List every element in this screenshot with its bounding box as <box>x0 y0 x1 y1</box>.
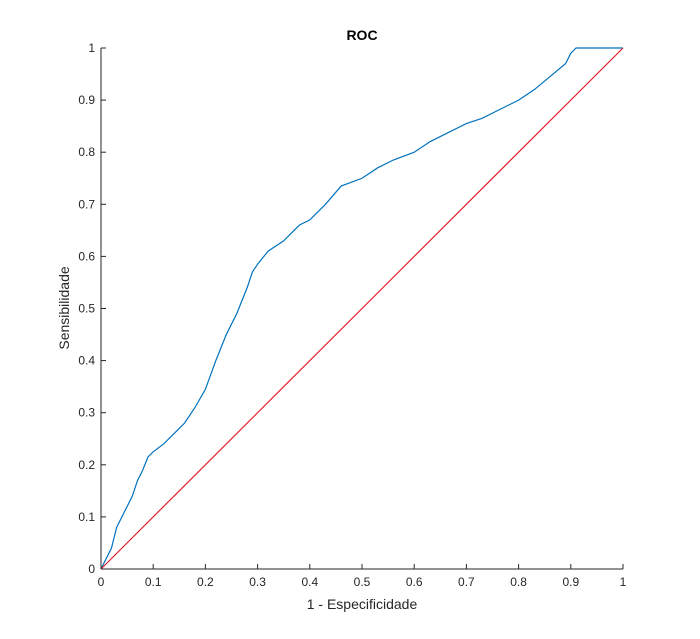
y-tick-label: 0.2 <box>78 458 95 472</box>
y-tick-label: 0.6 <box>78 249 95 263</box>
y-tick-label: 0.5 <box>78 302 95 316</box>
y-tick-label: 0 <box>88 562 95 576</box>
y-tick-label: 0.9 <box>78 93 95 107</box>
x-tick-label: 0.3 <box>249 575 266 589</box>
axes: 0 0.1 0.2 0.3 0.4 0.5 0.6 0.7 0.8 0.9 1 0 0.1 0.2 0.3 0… <box>78 41 626 589</box>
x-tick-label: 0 <box>98 575 105 589</box>
x-tick-label: 0.6 <box>406 575 423 589</box>
y-tick-label: 1 <box>88 41 95 55</box>
x-tick-label: 0.8 <box>510 575 527 589</box>
y-tick-label: 0.3 <box>78 406 95 420</box>
chart-marks <box>100 47 624 570</box>
chart-title: ROC <box>346 27 377 43</box>
y-tick-label: 0.1 <box>78 510 95 524</box>
x-tick-label: 0.7 <box>458 575 475 589</box>
x-tick-label: 0.1 <box>145 575 162 589</box>
x-tick-label: 0.5 <box>354 575 371 589</box>
reference-diagonal-line <box>100 47 624 570</box>
x-tick-label: 1 <box>620 575 627 589</box>
roc-curve-line <box>100 47 623 570</box>
x-tick-label: 0.9 <box>562 575 579 589</box>
y-tick-label: 0.7 <box>78 197 95 211</box>
y-axis-label: Sensibilidade <box>56 266 72 349</box>
y-tick-label: 0.4 <box>78 354 95 368</box>
x-axis-label: 1 - Especificidade <box>307 596 418 612</box>
y-tick-label: 0.8 <box>78 145 95 159</box>
x-tick-label: 0.2 <box>197 575 214 589</box>
x-tick-label: 0.4 <box>301 575 318 589</box>
